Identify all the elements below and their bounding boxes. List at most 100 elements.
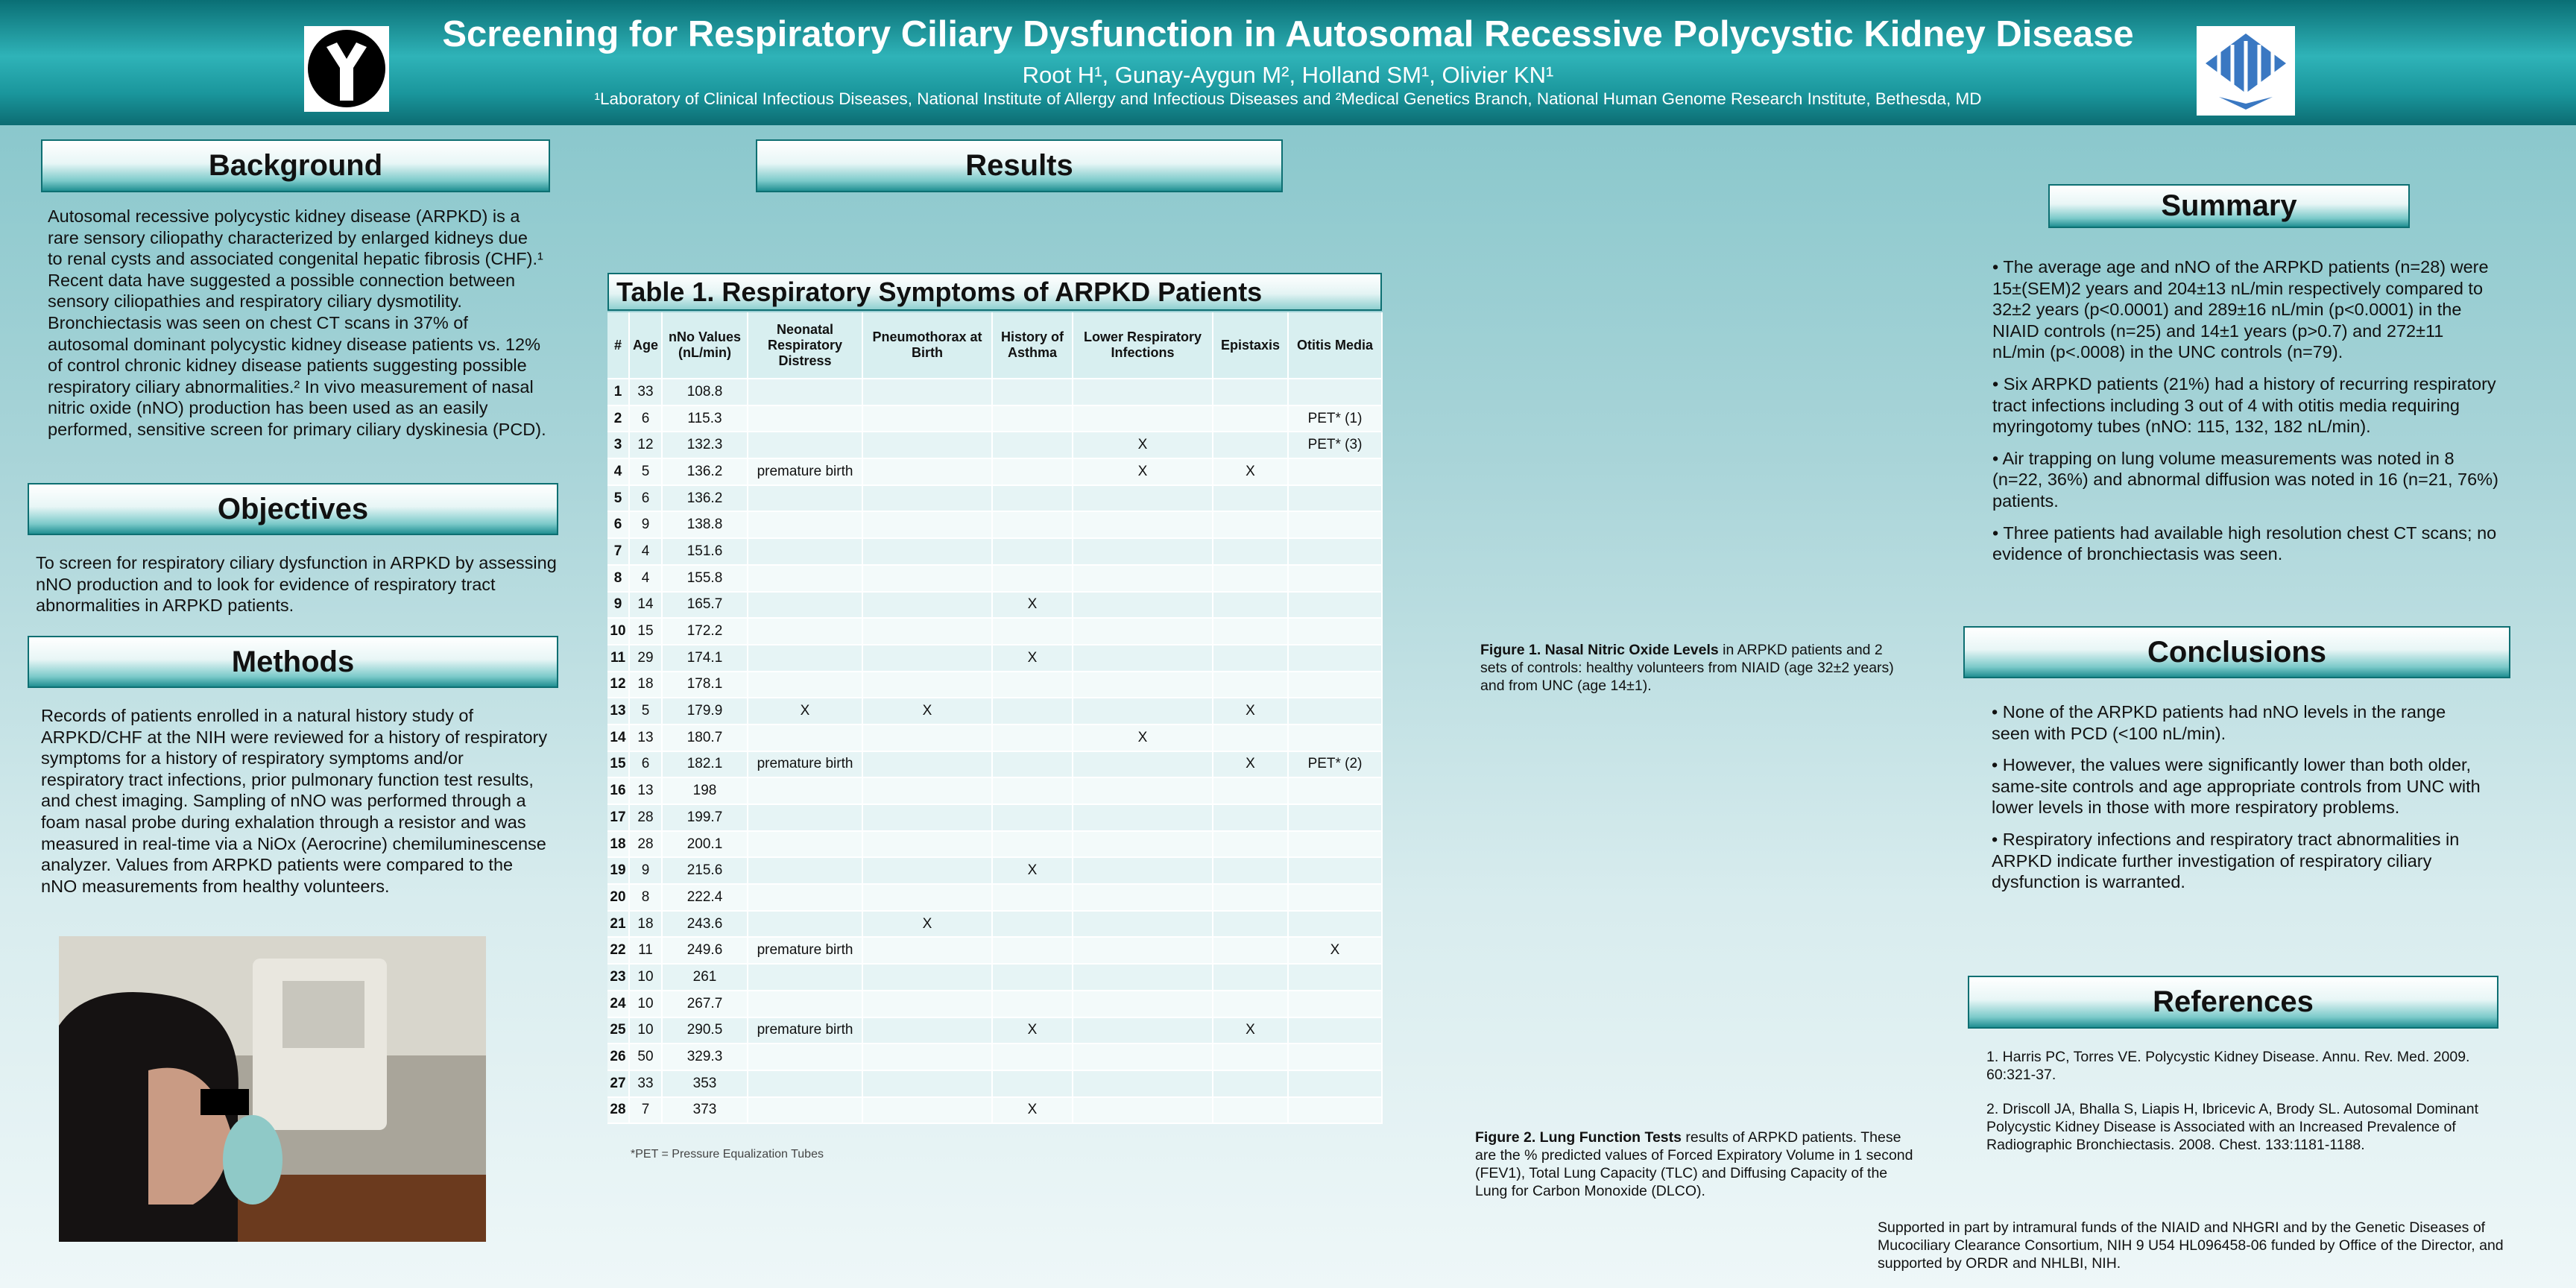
table-cell: 14: [607, 724, 630, 752]
table-cell: [1073, 618, 1213, 645]
table-row: 16 13 198: [607, 777, 1383, 805]
table-cell: [1288, 804, 1383, 832]
caption-text: in ARPKD patients and 2 sets of controls…: [1480, 642, 1894, 694]
table-row: 7 4 151.6: [607, 538, 1383, 566]
table-row: 19 9 215.6 X: [607, 857, 1383, 886]
table-cell: [992, 751, 1073, 779]
table-cell: [1288, 591, 1383, 619]
table-cell: 18: [629, 671, 663, 699]
table-cell: [1213, 618, 1289, 645]
table-row: 9 14 165.7 X: [607, 591, 1383, 619]
table-cell: [748, 857, 863, 886]
table-cell: premature birth: [748, 751, 863, 779]
table-cell: [748, 671, 863, 699]
table-cell: 12: [607, 671, 630, 699]
table-cell: 10: [629, 964, 663, 991]
header: [0, 0, 2576, 125]
table-cell: [748, 910, 863, 938]
section-text: To screen for respiratory ciliary dysfun…: [36, 553, 557, 616]
table-cell: [1213, 1044, 1289, 1071]
column-header: Otitis Media: [1288, 312, 1383, 379]
table-cell: [1288, 724, 1383, 752]
table-cell: 165.7: [662, 591, 748, 619]
table-cell: [1213, 1096, 1289, 1125]
table-cell: [1073, 884, 1213, 912]
table-cell: 267.7: [662, 990, 748, 1018]
column-header: Lower Respiratory Infections: [1073, 312, 1213, 379]
bullet-list: The average age and nNO of the ARPKD pat…: [1992, 256, 2499, 575]
table-cell: [748, 830, 863, 859]
table-cell: [748, 618, 863, 645]
table-cell: [992, 724, 1073, 752]
table-cell: [992, 511, 1073, 540]
table-cell: [1213, 564, 1289, 593]
caption-text: results of ARPKD patients. These are the…: [1475, 1129, 1913, 1199]
table-row: 5 6 136.2: [607, 484, 1383, 513]
table-cell: 11: [607, 644, 630, 672]
table-cell: [862, 458, 993, 486]
table-cell: [1073, 751, 1213, 779]
photo: [59, 936, 486, 1242]
table-footnote: *PET = Pressure Equalization Tubes: [631, 1148, 824, 1161]
column-header: Epistaxis: [1213, 312, 1289, 379]
table-cell: 4: [607, 458, 630, 486]
table-cell: [1288, 964, 1383, 991]
table-row: 8 4 155.8: [607, 564, 1383, 593]
table-cell: 199.7: [662, 804, 748, 832]
table-cell: X: [992, 1017, 1073, 1045]
table-cell: [862, 511, 993, 540]
table-row: 14 13 180.7 X: [607, 724, 1383, 752]
table-row: 21 18 243.6 X: [607, 910, 1383, 938]
table-cell: [1288, 857, 1383, 886]
table-cell: [992, 804, 1073, 832]
table-cell: [862, 1096, 993, 1125]
table-cell: X: [992, 644, 1073, 672]
table-cell: [1288, 1070, 1383, 1098]
table-cell: 7: [629, 1096, 663, 1125]
table-cell: [862, 618, 993, 645]
table-cell: [748, 538, 863, 566]
table-cell: 5: [629, 698, 663, 725]
table-cell: [992, 1070, 1073, 1098]
table-cell: [992, 432, 1073, 460]
table-cell: [748, 591, 863, 619]
table-cell: 9: [629, 511, 663, 540]
table-cell: 9: [629, 857, 663, 886]
table-cell: [992, 618, 1073, 645]
table-cell: 20: [607, 884, 630, 912]
table-row: 24 10 267.7: [607, 990, 1383, 1018]
table-cell: 329.3: [662, 1044, 748, 1071]
caption-label: Figure 2. Lung Function Tests: [1475, 1129, 1682, 1146]
table-cell: [1213, 964, 1289, 991]
table-cell: [992, 538, 1073, 566]
column-header: Pneumothorax at Birth: [862, 312, 993, 379]
table: # Age nNo Values (nL/min) Neonatal Respirat…: [607, 312, 1383, 1125]
table-row: 25 10 290.5 premature birth X X: [607, 1017, 1383, 1045]
table-cell: 11: [629, 937, 663, 965]
table-cell: 179.9: [662, 698, 748, 725]
table-cell: 261: [662, 964, 748, 991]
table-cell: [748, 777, 863, 805]
bullet: Three patients had available high resolu…: [1992, 523, 2499, 565]
table-cell: [862, 1070, 993, 1098]
table-cell: 108.8: [662, 379, 748, 406]
table-cell: [748, 1096, 863, 1125]
table-cell: [1213, 671, 1289, 699]
column-header: Neonatal Respiratory Distress: [748, 312, 863, 379]
bullet: However, the values were significantly l…: [1992, 754, 2484, 818]
table-cell: [862, 671, 993, 699]
table-cell: [1213, 937, 1289, 965]
table-cell: 136.2: [662, 484, 748, 513]
table-cell: 6: [607, 511, 630, 540]
table-cell: [1213, 857, 1289, 886]
affiliation: ¹Laboratory of Clinical Infectious Disea…: [594, 89, 1982, 108]
table-cell: [862, 1044, 993, 1071]
table-cell: [862, 724, 993, 752]
table-cell: [1213, 591, 1289, 619]
table-cell: [992, 830, 1073, 859]
table-cell: [748, 511, 863, 540]
table-cell: [1213, 511, 1289, 540]
reference: 1. Harris PC, Torres VE. Polycystic Kidn…: [1986, 1049, 2470, 1083]
table-cell: [748, 1044, 863, 1071]
table-cell: 33: [629, 1070, 663, 1098]
